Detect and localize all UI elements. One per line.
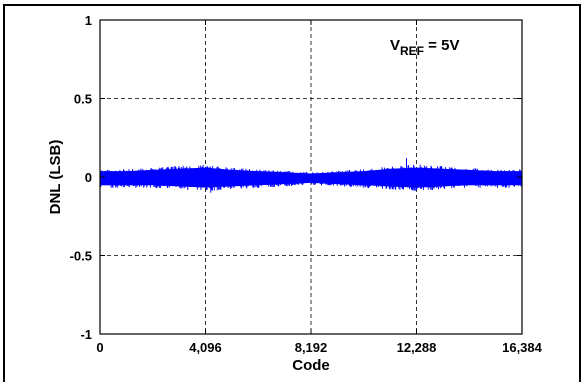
annotation-prefix: V bbox=[390, 37, 400, 54]
vref-annotation: VREF = 5V bbox=[390, 37, 459, 58]
annotation-suffix: = 5V bbox=[424, 37, 459, 54]
axis-ticks: 0 4,096 8,192 12,288 16,384 1 0.5 0 -0.5 -1 bbox=[70, 13, 543, 355]
x-tick-label: 0 bbox=[96, 340, 103, 355]
y-tick-label: -1 bbox=[80, 327, 92, 342]
dnl-band bbox=[100, 167, 522, 188]
x-axis-label: Code bbox=[292, 357, 330, 374]
annotation-subscript: REF bbox=[400, 44, 424, 58]
y-tick-label: 0.5 bbox=[74, 92, 92, 107]
dnl-series bbox=[99, 158, 523, 193]
x-tick-label: 4,096 bbox=[189, 340, 222, 355]
y-tick-label: 1 bbox=[85, 13, 92, 28]
x-tick-label: 8,192 bbox=[295, 340, 328, 355]
y-tick-label: 0 bbox=[85, 170, 92, 185]
y-tick-label: -0.5 bbox=[70, 249, 92, 264]
x-tick-label: 16,384 bbox=[502, 340, 543, 355]
chart-frame bbox=[3, 4, 581, 382]
y-axis-label: DNL (LSB) bbox=[47, 140, 64, 215]
x-tick-label: 12,288 bbox=[397, 340, 437, 355]
